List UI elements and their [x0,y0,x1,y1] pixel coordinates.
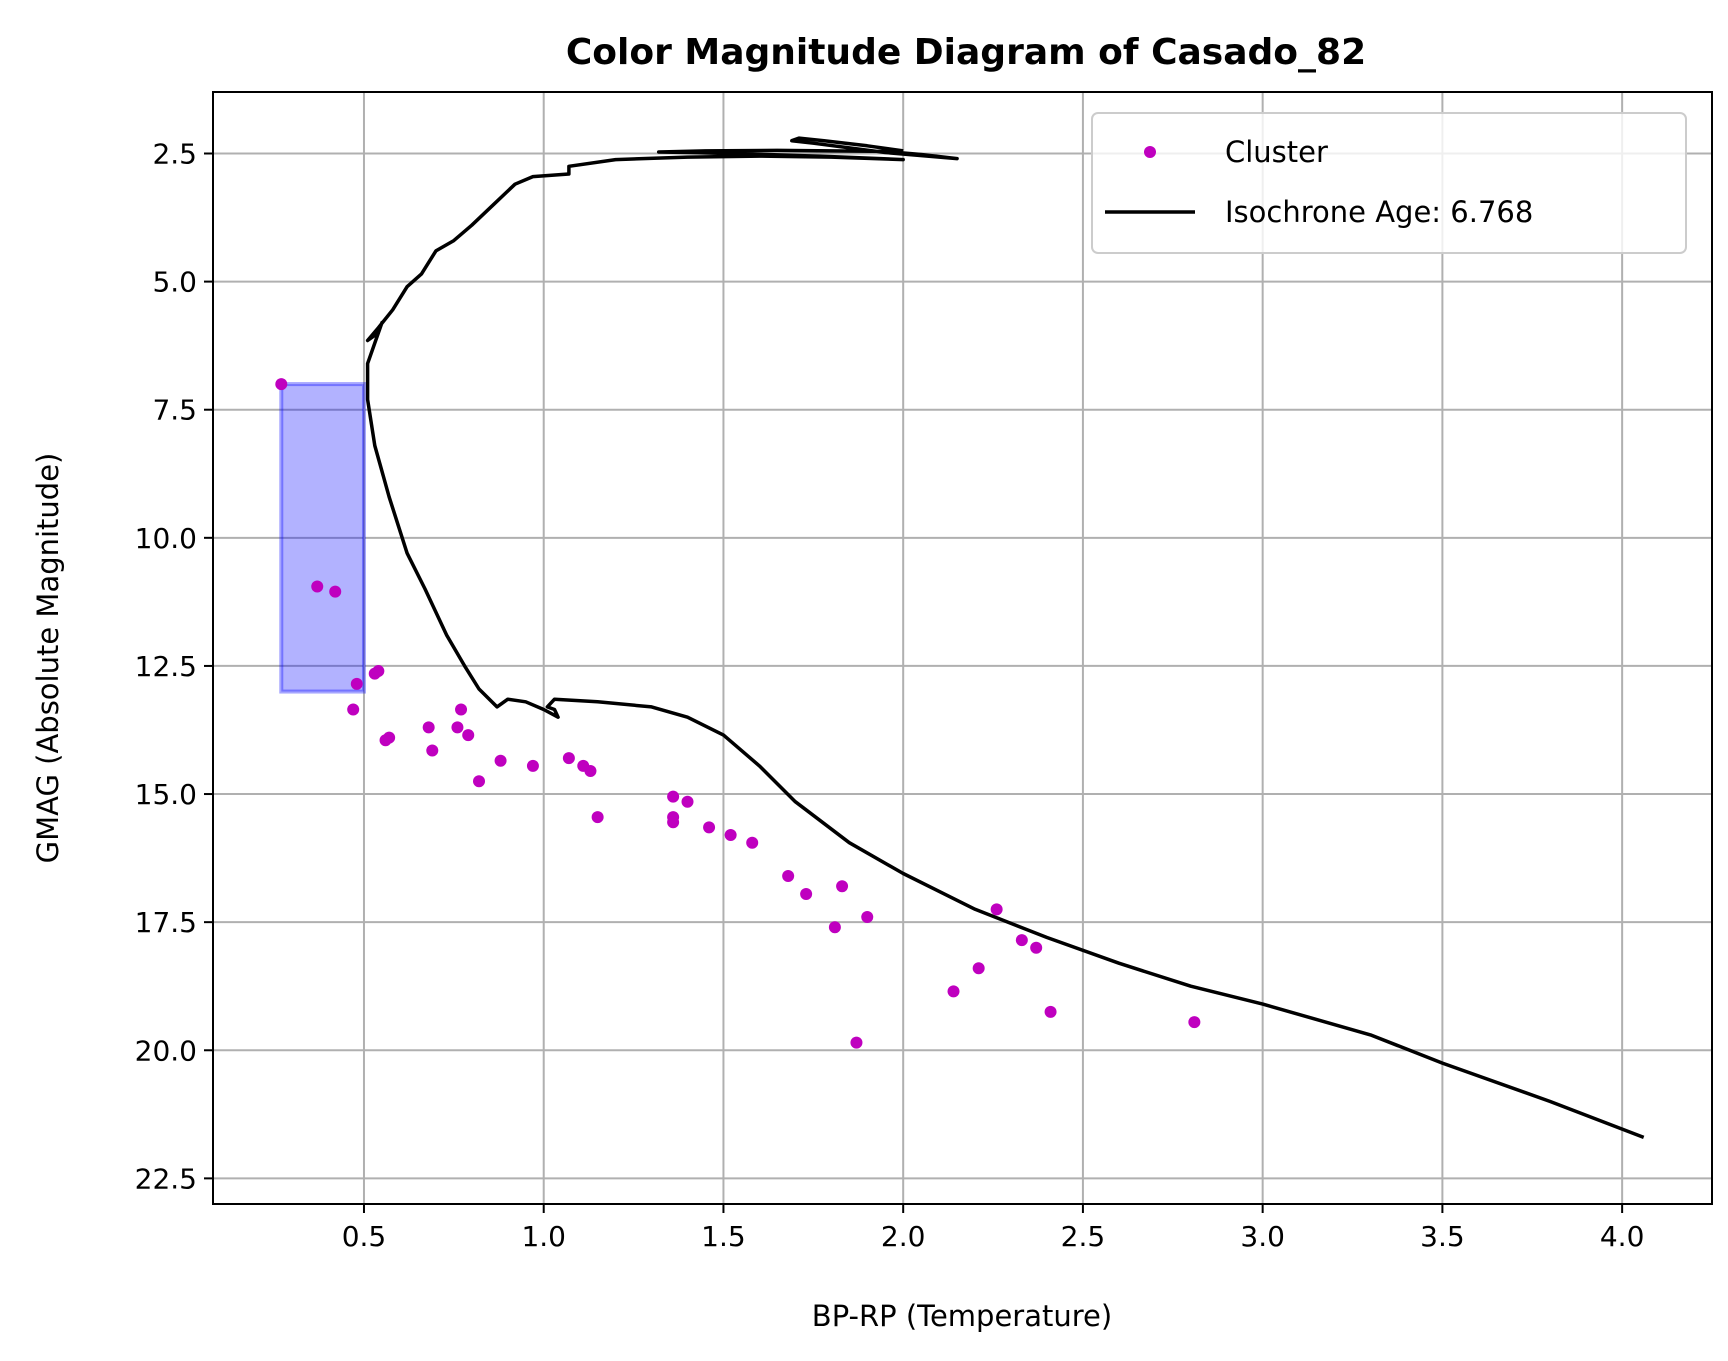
cluster-point [681,795,694,808]
cluster-point [724,829,737,842]
x-tick-label: 2.0 [881,1220,926,1253]
y-tick-label: 20.0 [135,1034,197,1067]
legend-box [1091,112,1687,254]
y-tick-label: 10.0 [135,522,197,555]
cluster-point [383,731,396,744]
cluster-point [800,887,813,900]
x-tick-label: 0.5 [342,1220,387,1253]
x-tick-label: 3.0 [1240,1220,1285,1253]
cluster-point [311,580,324,593]
chart-title: Color Magnitude Diagram of Casado_82 [566,32,1366,73]
plot-background [213,92,1712,1204]
legend-cluster-marker [1144,146,1156,158]
y-axis: 2.5 5.0 7.5 10.0 12.5 15.0 17.5 20.0 22.5 [135,137,213,1195]
x-tick-label: 4.0 [1600,1220,1645,1253]
cluster-point [473,775,486,788]
cluster-point [350,677,363,690]
cluster-point [584,764,597,777]
cluster-point [667,816,680,829]
cluster-points [275,378,1201,1049]
cluster-point [451,721,464,734]
legend: Cluster Isochrone Age: 6.768 [1091,112,1687,254]
y-tick-label: 17.5 [135,906,197,939]
cluster-point [372,665,385,678]
cluster-point [422,721,435,734]
cluster-point [861,911,874,924]
cluster-point [455,703,468,716]
cluster-point [703,821,716,834]
cluster-point [462,729,475,742]
cluster-point [836,880,849,893]
cluster-point [746,836,759,849]
x-tick-label: 1.5 [701,1220,746,1253]
cluster-point [591,811,604,824]
cluster-point [1044,1005,1057,1018]
y-tick-label: 22.5 [135,1162,197,1195]
x-axis-label: BP-RP (Temperature) [812,1299,1112,1333]
cluster-point [494,754,507,767]
plot-area [212,91,1713,1205]
y-axis-label: GMAG (Absolute Magnitude) [31,453,65,864]
cluster-point [667,790,680,803]
cluster-point [850,1036,863,1049]
cluster-point [972,962,985,975]
y-tick-label: 5.0 [152,266,197,299]
cluster-point [1015,934,1028,947]
cluster-point [347,703,360,716]
cluster-point [329,585,342,598]
legend-isochrone-label: Isochrone Age: 6.768 [1225,195,1533,229]
cluster-point [426,744,439,757]
y-tick-label: 15.0 [135,778,197,811]
cluster-point [1030,941,1043,954]
highlight-box [279,382,366,694]
cluster-point [275,378,288,391]
cluster-point [526,759,539,772]
y-tick-label: 7.5 [152,394,197,427]
cluster-point [1188,1016,1201,1029]
x-tick-label: 1.0 [521,1220,566,1253]
cluster-point [828,921,841,934]
legend-cluster-label: Cluster [1225,135,1328,169]
grid-lines [213,92,1712,1204]
plot-frame [212,91,1713,1205]
cluster-point [562,752,575,765]
cluster-point [947,985,960,998]
y-tick-label: 2.5 [152,137,197,170]
isochrone-line [365,136,1645,1140]
cluster-point [990,903,1003,916]
x-axis: 0.5 1.0 1.5 2.0 2.5 3.0 3.5 4.0 [342,1204,1645,1253]
y-tick-label: 12.5 [135,650,197,683]
x-tick-label: 2.5 [1061,1220,1106,1253]
cluster-point [782,870,795,883]
x-tick-label: 3.5 [1420,1220,1465,1253]
